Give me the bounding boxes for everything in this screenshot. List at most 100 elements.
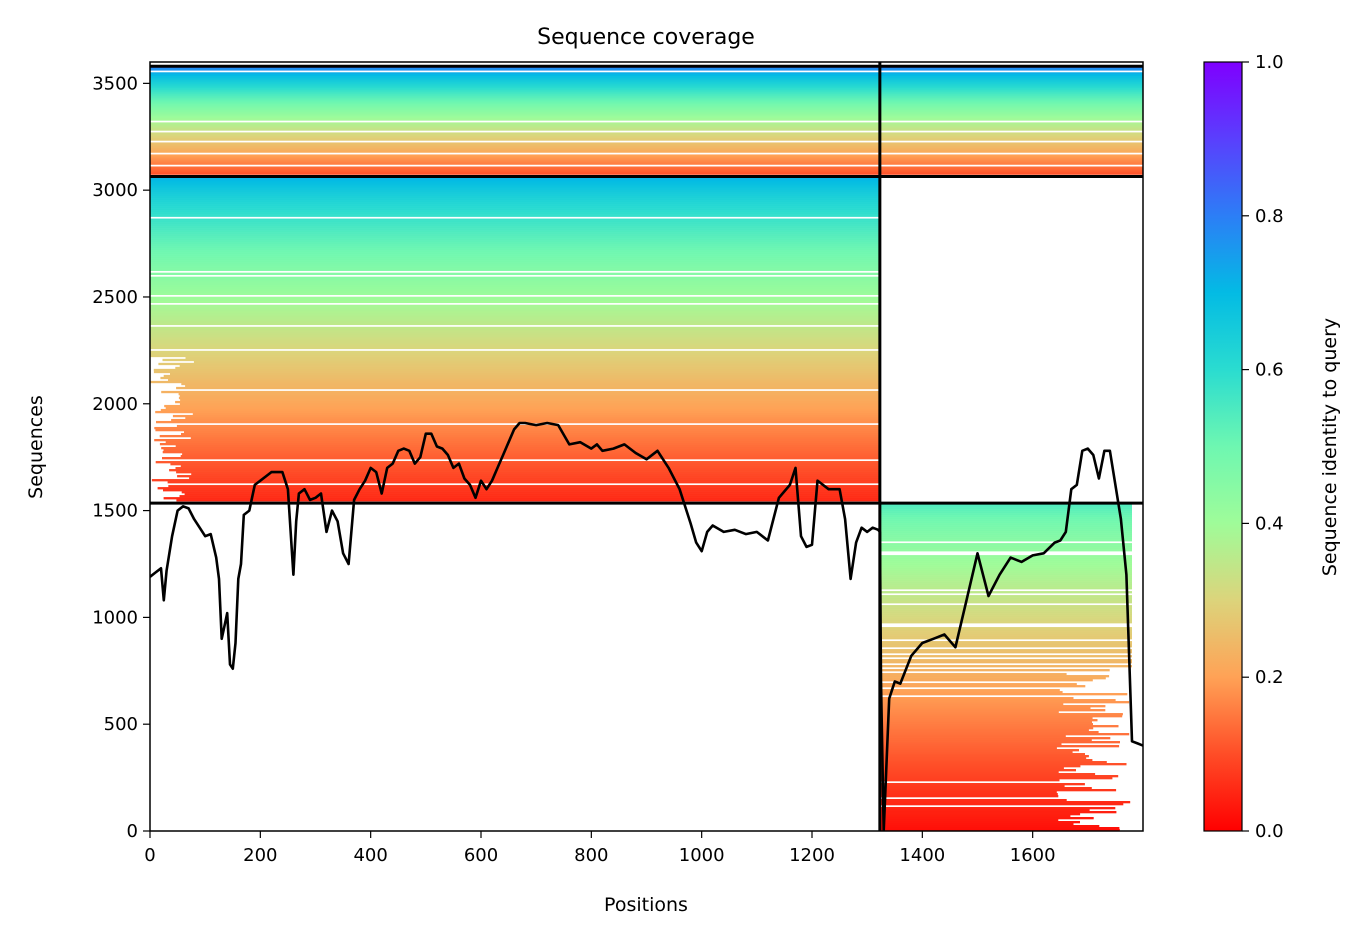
y-tick-label: 2000 — [92, 394, 138, 415]
msa-row — [150, 246, 880, 249]
colorbar-tick-label: 0.2 — [1255, 667, 1284, 688]
msa-row — [150, 240, 880, 243]
msa-row — [150, 80, 1143, 83]
x-tick-label: 1200 — [789, 845, 835, 866]
msa-row — [150, 88, 1143, 91]
msa-row — [150, 350, 880, 354]
chain2-msa-block — [879, 503, 1132, 831]
msa-row — [177, 475, 880, 478]
msa-row — [879, 813, 1081, 816]
msa-row — [879, 717, 1093, 720]
msa-row — [150, 292, 880, 296]
msa-row — [879, 677, 1106, 680]
msa-row — [150, 298, 880, 302]
msa-row — [879, 829, 1120, 831]
msa-row — [879, 559, 1132, 562]
msa-row — [160, 376, 880, 380]
msa-row — [178, 392, 880, 396]
msa-row — [179, 402, 880, 406]
msa-row — [879, 505, 1132, 508]
msa-row — [879, 683, 1077, 686]
msa-row — [879, 727, 1094, 730]
msa-row — [191, 473, 880, 476]
msa-row — [150, 334, 880, 338]
y-tick-label: 500 — [104, 714, 138, 735]
msa-row — [150, 192, 880, 195]
msa-row — [150, 338, 880, 342]
colorbar-tick-label: 0.6 — [1255, 360, 1284, 381]
x-tick-label: 800 — [574, 845, 608, 866]
msa-row — [185, 384, 880, 388]
msa-row — [150, 150, 1143, 153]
msa-row — [150, 212, 880, 215]
msa-row — [155, 428, 880, 432]
msa-row — [175, 400, 880, 404]
msa-row — [879, 701, 1130, 704]
msa-row — [163, 497, 880, 500]
msa-row — [879, 571, 1132, 574]
msa-row — [150, 210, 880, 213]
y-tick-label: 1500 — [92, 501, 138, 522]
chart-title: Sequence coverage — [537, 25, 755, 50]
x-tick-label: 1600 — [1010, 845, 1056, 866]
msa-row — [150, 352, 880, 356]
msa-row — [182, 453, 880, 456]
msa-row — [185, 356, 880, 360]
msa-row — [161, 447, 880, 450]
msa-row — [879, 765, 1081, 768]
msa-row — [879, 573, 1132, 576]
colorbar-tick-label: 0.8 — [1255, 206, 1284, 227]
msa-row — [175, 366, 880, 370]
msa-row — [150, 224, 880, 227]
msa-row — [185, 416, 880, 420]
msa-row — [879, 533, 1132, 536]
msa-row — [181, 382, 880, 386]
y-tick-label: 3000 — [92, 180, 138, 201]
msa-row — [879, 775, 1119, 778]
msa-row — [879, 543, 1132, 546]
msa-row — [879, 735, 1066, 738]
msa-row — [879, 613, 1132, 616]
msa-row — [176, 424, 880, 428]
msa-row — [879, 513, 1132, 516]
msa-row — [150, 190, 880, 193]
msa-row — [153, 370, 880, 374]
msa-row — [150, 206, 880, 209]
colorbar-label: Sequence identity to query — [1319, 318, 1341, 576]
msa-row — [879, 585, 1132, 588]
msa-row — [150, 318, 880, 322]
msa-row — [879, 751, 1073, 754]
msa-row — [155, 461, 880, 464]
x-tick-label: 200 — [243, 845, 277, 866]
msa-row — [150, 316, 880, 320]
msa-row — [150, 196, 880, 199]
msa-row — [879, 539, 1132, 542]
msa-row — [879, 801, 1131, 804]
msa-row — [879, 527, 1132, 530]
msa-row — [879, 729, 1089, 732]
msa-row — [150, 310, 880, 314]
msa-row — [879, 815, 1071, 818]
msa-row — [155, 410, 880, 414]
msa-row — [180, 398, 880, 402]
msa-row — [150, 252, 880, 255]
msa-row — [879, 595, 1132, 598]
msa-row — [879, 731, 1099, 734]
msa-row — [879, 515, 1132, 518]
msa-row — [150, 126, 1143, 129]
msa-row — [150, 354, 880, 358]
msa-row — [150, 116, 1143, 119]
msa-row — [150, 178, 880, 181]
msa-row — [150, 124, 1143, 127]
msa-row — [879, 753, 1085, 756]
msa-row — [150, 256, 880, 259]
colorbar-ticks: 0.0 0.2 0.4 0.6 0.8 1.0 — [1242, 52, 1284, 842]
msa-row — [176, 471, 880, 474]
msa-row — [150, 148, 1143, 151]
y-tick-label: 1000 — [92, 607, 138, 628]
msa-row — [150, 228, 880, 231]
msa-row — [184, 430, 880, 434]
msa-row — [879, 587, 1132, 590]
msa-row — [879, 557, 1132, 560]
msa-row — [150, 98, 1143, 101]
